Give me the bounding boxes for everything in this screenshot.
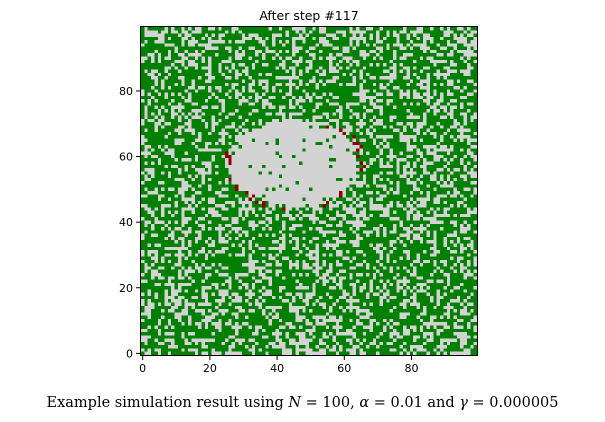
caption-alpha-symbol: α [359,395,370,411]
y-axis: 0 20 40 60 80 [119,85,140,360]
caption-alpha-value: = 0.01 and [369,395,460,411]
y-tick-label: 40 [119,216,133,229]
caption-n-value: = 100, [301,395,360,411]
x-tick-label: 60 [337,362,351,375]
x-tick-label: 80 [404,362,418,375]
caption-gamma-symbol: γ [459,395,468,411]
chart-title: After step #117 [259,8,358,23]
caption-gamma-value: = 0.000005 [467,395,559,411]
y-tick-label: 60 [119,151,133,164]
simulation-figure: After step #117 0 20 40 60 80 0 20 40 60 80 [119,8,478,375]
y-tick-label: 80 [119,85,133,98]
plot-frame [140,26,478,356]
x-axis: 0 20 40 60 80 [139,356,418,375]
x-tick-label: 0 [139,362,146,375]
caption-prefix: Example simulation result using [46,395,289,411]
y-tick-label: 0 [126,347,133,360]
figure-caption: Example simulation result using N = 100,… [0,395,605,411]
forest-grid-heatmap [141,27,477,355]
x-tick-label: 40 [270,362,284,375]
x-tick-label: 20 [203,362,217,375]
caption-n-symbol: N [288,395,302,411]
y-tick-label: 20 [119,282,133,295]
